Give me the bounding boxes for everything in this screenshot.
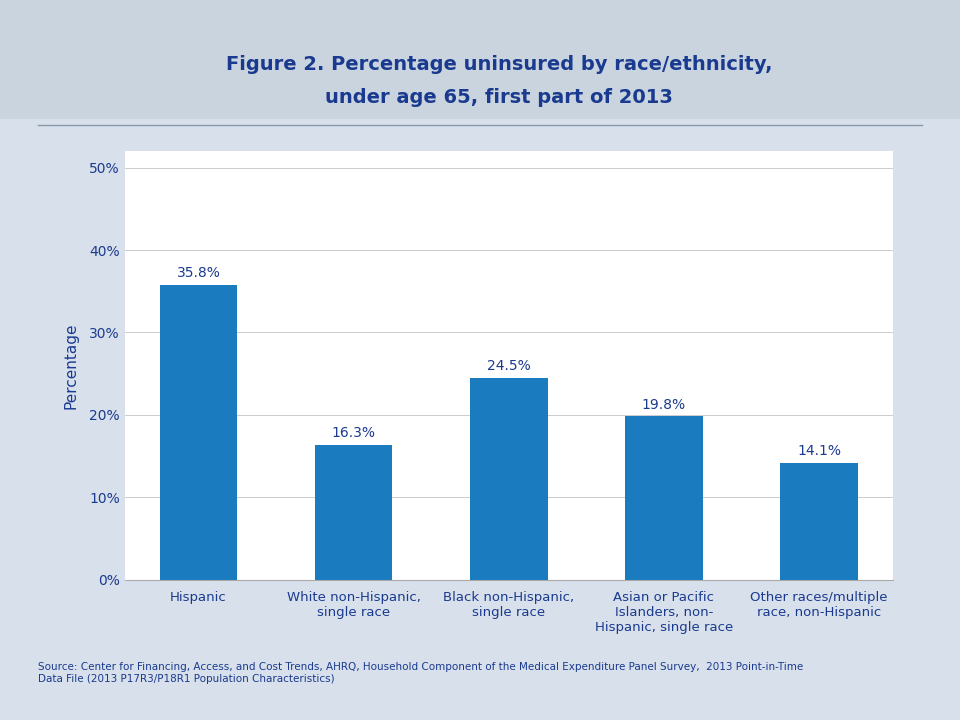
Text: 35.8%: 35.8% bbox=[177, 266, 221, 279]
Text: 14.1%: 14.1% bbox=[797, 444, 841, 459]
Text: 16.3%: 16.3% bbox=[331, 426, 375, 441]
Bar bbox=[625, 416, 703, 580]
Text: Figure 2. Percentage uninsured by race/ethnicity,: Figure 2. Percentage uninsured by race/e… bbox=[226, 55, 773, 74]
Text: under age 65, first part of 2013: under age 65, first part of 2013 bbox=[325, 88, 673, 107]
Bar bbox=[780, 464, 858, 580]
Text: 24.5%: 24.5% bbox=[487, 359, 531, 373]
Text: Source: Center for Financing, Access, and Cost Trends, AHRQ, Household Component: Source: Center for Financing, Access, an… bbox=[38, 662, 804, 684]
Bar bbox=[159, 284, 237, 580]
Bar bbox=[315, 445, 393, 580]
Y-axis label: Percentage: Percentage bbox=[63, 322, 78, 409]
Text: 19.8%: 19.8% bbox=[642, 397, 686, 412]
Bar bbox=[470, 378, 547, 580]
